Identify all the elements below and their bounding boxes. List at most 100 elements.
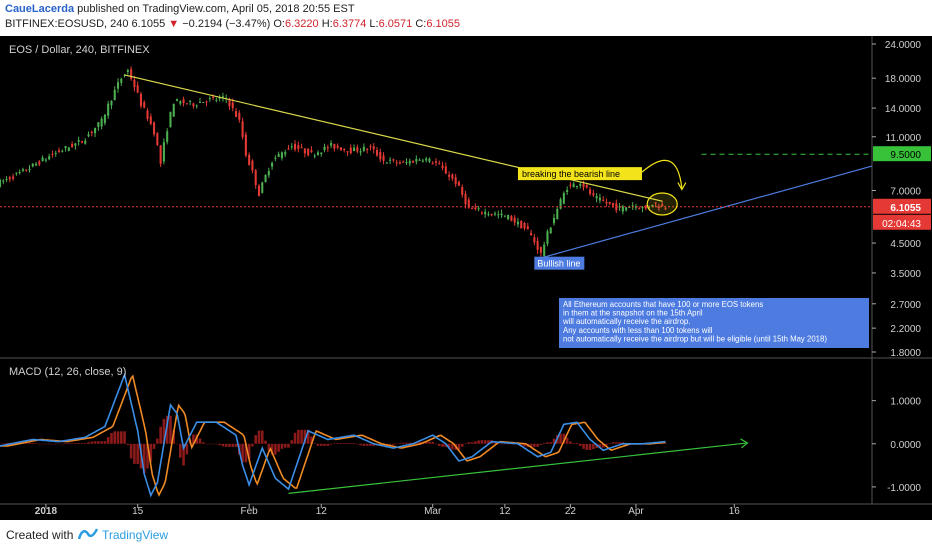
candle-body xyxy=(418,159,421,161)
bearish-trendline[interactable] xyxy=(124,74,663,202)
macd-histogram-bar xyxy=(100,441,103,444)
time-axis[interactable]: 2018 15 Feb 12 Mar 12 22 Apr 16 xyxy=(35,504,741,517)
macd-histogram-bar xyxy=(280,443,284,449)
macd-histogram-bar xyxy=(369,443,372,446)
price-tick-label: 1.8000 xyxy=(890,348,921,359)
candle-body xyxy=(323,146,326,151)
candle-body xyxy=(648,207,651,209)
candle-body xyxy=(103,114,106,123)
close-value: 6.1055 xyxy=(426,18,460,30)
candle-body xyxy=(271,162,274,167)
candle-body xyxy=(589,189,592,195)
candle-body xyxy=(97,122,100,127)
candle-body xyxy=(631,205,634,207)
macd-histogram-bar xyxy=(506,443,510,445)
candle-body xyxy=(408,160,411,164)
candle-body xyxy=(389,159,392,161)
macd-histogram-bar xyxy=(336,443,339,444)
high-label: H: xyxy=(321,18,333,30)
macd-pane[interactable] xyxy=(0,372,749,498)
close-label: C: xyxy=(415,18,427,30)
candle-body xyxy=(379,152,382,160)
candle-body xyxy=(638,208,641,210)
macd-histogram-bar xyxy=(470,442,474,444)
macd-histogram-bar xyxy=(615,442,618,444)
airdrop-note-box[interactable] xyxy=(559,298,869,348)
macd-histogram-bar xyxy=(34,443,38,444)
symbol-text: BITFINEX:EOSUSD, 240 xyxy=(5,18,129,30)
macd-histogram-bar xyxy=(418,441,421,444)
macd-histogram-bar xyxy=(313,443,317,444)
time-tick-label: 22 xyxy=(565,506,577,517)
candle-body xyxy=(438,163,441,165)
candle-body xyxy=(536,240,539,250)
macd-histogram-bar xyxy=(123,431,126,444)
macd-histogram-bar xyxy=(342,443,346,444)
candle-body xyxy=(234,111,238,117)
candle-body xyxy=(241,121,244,138)
candle-body xyxy=(182,99,185,104)
macd-histogram-bar xyxy=(165,415,169,444)
macd-histogram-bar xyxy=(300,429,303,444)
candle-body xyxy=(316,152,320,155)
author-link[interactable]: CaueLacerda xyxy=(5,3,75,15)
candle-body xyxy=(471,208,474,210)
candle-body xyxy=(169,111,172,128)
candle-body xyxy=(552,218,556,224)
candle-body xyxy=(405,162,408,164)
candle-body xyxy=(156,133,159,146)
price-axis[interactable]: 24.0000 18.0000 14.0000 11.0000 7.0000 4.5000… xyxy=(872,40,931,494)
macd-histogram-bar xyxy=(205,443,208,445)
candle-body xyxy=(35,163,38,166)
candle-body xyxy=(293,143,297,150)
candle-body xyxy=(628,207,631,209)
macd-histogram-bar xyxy=(592,443,595,450)
macd-histogram-bar xyxy=(90,441,94,444)
candle-body xyxy=(251,160,254,171)
macd-histogram-bar xyxy=(251,443,254,447)
macd-histogram-bar xyxy=(405,442,408,444)
candle-body xyxy=(290,146,293,148)
target-badge xyxy=(873,146,931,162)
macd-title: MACD (12, 26, close, 9) xyxy=(9,366,126,378)
macd-histogram-bar xyxy=(356,443,359,445)
candle-body xyxy=(634,206,638,208)
candle-body xyxy=(71,144,74,148)
candle-body xyxy=(310,150,313,153)
price-pane[interactable]: breaking the bearish line Bullish line All… xyxy=(0,66,873,348)
macd-histogram-bar xyxy=(159,426,162,444)
candle-body xyxy=(385,162,388,164)
candle-body xyxy=(77,140,80,142)
candle-body xyxy=(303,148,306,154)
macd-histogram-bar xyxy=(552,438,556,444)
macd-histogram-bar xyxy=(47,443,51,445)
price-tick-label: 24.0000 xyxy=(885,40,922,51)
macd-histogram-bar xyxy=(179,443,182,458)
candle-body xyxy=(87,134,90,137)
candle-body xyxy=(569,184,572,186)
price-tick-label: 14.0000 xyxy=(885,104,922,115)
macd-histogram-bar xyxy=(264,440,267,444)
macd-histogram-bar xyxy=(598,443,602,448)
candle-body xyxy=(231,102,234,108)
breakout-circle[interactable] xyxy=(646,192,678,216)
chart-area[interactable]: breaking the bearish line Bullish line All… xyxy=(0,36,932,520)
breaking-label: breaking the bearish line xyxy=(522,169,620,179)
tradingview-logo-icon[interactable] xyxy=(78,526,98,542)
bullish-trendline[interactable] xyxy=(544,165,873,258)
candle-body xyxy=(362,146,365,151)
macd-trendline[interactable] xyxy=(288,442,748,494)
candle-body xyxy=(497,214,500,216)
macd-trendline-arrow xyxy=(740,438,749,449)
macd-histogram-bar xyxy=(290,440,294,444)
macd-histogram-bar xyxy=(201,442,205,444)
macd-histogram-bar xyxy=(244,443,248,463)
macd-histogram-bar xyxy=(437,443,441,447)
candle-body xyxy=(254,170,257,186)
candle-body xyxy=(661,204,664,207)
tradingview-brand[interactable]: TradingView xyxy=(102,528,169,542)
macd-histogram-bar xyxy=(1,443,5,444)
candle-body xyxy=(366,149,369,151)
macd-histogram-bar xyxy=(562,433,566,444)
chart-svg[interactable]: breaking the bearish line Bullish line All… xyxy=(0,36,932,520)
